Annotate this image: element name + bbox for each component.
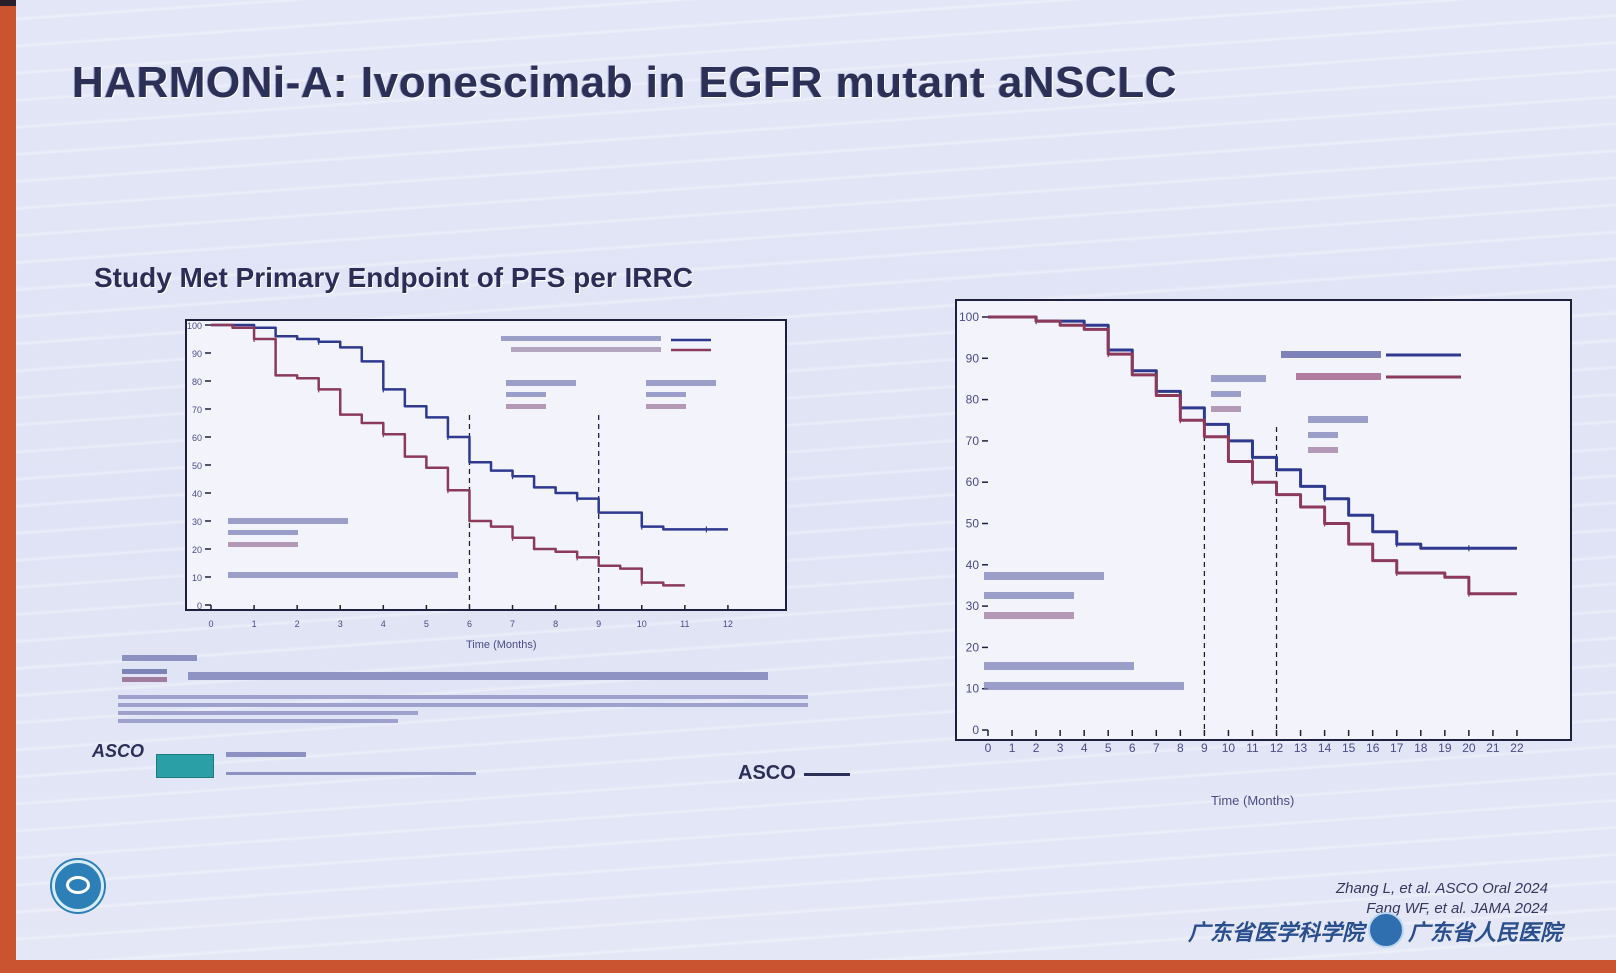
institution-name-right: 广东省人民医院 (1408, 920, 1563, 946)
y-tick-label: 60 (192, 433, 202, 443)
reference-2: Fang WF, et al. JAMA 2024 (1366, 900, 1548, 917)
asco-logo-center-text: ASCO (738, 762, 796, 784)
x-tick-label: 0 (208, 619, 213, 629)
y-tick-label: 30 (192, 517, 202, 527)
chart-1-xlabel: Time (Months) (466, 639, 537, 651)
x-tick-label: 11 (680, 619, 689, 629)
x-tick-label: 1 (1009, 741, 1016, 755)
x-tick-label: 3 (1057, 741, 1064, 755)
km-curve-series-0 (988, 315, 1517, 550)
y-tick-label: 70 (192, 405, 202, 415)
x-tick-label: 20 (1462, 741, 1476, 755)
y-tick-label: 0 (197, 601, 202, 611)
y-tick-label: 100 (187, 321, 202, 331)
x-tick-label: 10 (637, 619, 647, 629)
chart-1-blurred-annotations (228, 380, 716, 578)
x-tick-label: 13 (1294, 741, 1308, 755)
x-tick-label: 16 (1366, 741, 1380, 755)
number-at-risk-blurred (118, 655, 808, 723)
citation-blurred (226, 752, 476, 775)
chart-2-blurred-annotations (984, 375, 1368, 690)
x-tick-label: 4 (381, 619, 386, 629)
km-curve-series-0 (211, 323, 728, 531)
x-tick-label: 8 (553, 619, 558, 629)
x-tick-label: 3 (338, 619, 343, 629)
x-tick-label: 7 (510, 619, 515, 629)
x-tick-label: 11 (1246, 741, 1259, 755)
x-tick-label: 15 (1342, 741, 1356, 755)
y-tick-label: 30 (966, 599, 980, 613)
legend-text-blurred (511, 347, 661, 352)
chart-2-xlabel: Time (Months) (1211, 793, 1294, 808)
institution-name-left: 广东省医学科学院 (1188, 920, 1365, 946)
y-tick-label: 40 (192, 489, 202, 499)
x-tick-label: 9 (596, 619, 601, 629)
y-tick-label: 50 (192, 461, 202, 471)
x-tick-label: 14 (1318, 741, 1332, 755)
y-tick-label: 10 (192, 573, 202, 583)
x-tick-label: 2 (1033, 741, 1040, 755)
legend-text-blurred (1281, 351, 1381, 358)
x-tick-label: 1 (252, 619, 257, 629)
asco-logo-center: ASCO (738, 762, 851, 785)
x-tick-label: 19 (1438, 741, 1452, 755)
reference-1: Zhang L, et al. ASCO Oral 2024 (1335, 880, 1548, 897)
x-tick-label: 22 (1510, 741, 1524, 755)
x-tick-label: 5 (424, 619, 429, 629)
y-tick-label: 80 (966, 393, 980, 407)
os-km-chart: 0 1 2 3 4 5 6 7 8 9 10 11 12 13 14 15 16 17 18 19 20 21 220102… (955, 299, 1572, 808)
y-tick-label: 90 (966, 351, 980, 365)
y-tick-label: 40 (966, 558, 980, 572)
x-tick-label: 7 (1153, 741, 1160, 755)
presentation-slide: HARMONi-A: Ivonescimab in EGFR mutant aN… (16, 0, 1616, 960)
y-tick-label: 0 (972, 723, 979, 737)
y-tick-label: 50 (966, 517, 980, 531)
y-tick-label: 80 (192, 377, 202, 387)
journal-badge (156, 754, 214, 778)
chart-2-legend (1281, 351, 1461, 380)
hospital-logo-icon (1368, 912, 1404, 948)
asco-logo-left-text: ASCO (92, 741, 145, 761)
chart-1-legend (501, 336, 711, 352)
x-tick-label: 5 (1105, 741, 1112, 755)
km-curve-series-1 (211, 323, 685, 587)
slide-title: HARMONi-A: Ivonescimab in EGFR mutant aN… (72, 58, 1177, 107)
asco-logo-left: ASCO (92, 741, 144, 762)
x-tick-label: 6 (467, 619, 472, 629)
x-tick-label: 2 (295, 619, 300, 629)
x-tick-label: 8 (1177, 741, 1184, 755)
y-tick-label: 20 (966, 640, 980, 654)
x-tick-label: 17 (1390, 741, 1404, 755)
x-tick-label: 21 (1486, 741, 1500, 755)
x-tick-label: 18 (1414, 741, 1428, 755)
x-tick-label: 12 (1270, 741, 1284, 755)
x-tick-label: 0 (985, 741, 992, 755)
y-tick-label: 90 (192, 349, 202, 359)
legend-text-blurred (1296, 373, 1381, 380)
chart-2-frame (955, 299, 1572, 741)
legend-text-blurred (501, 336, 661, 341)
x-tick-label: 4 (1081, 741, 1088, 755)
institution-emblem-icon (52, 860, 104, 912)
chart-1-title: Study Met Primary Endpoint of PFS per IR… (94, 262, 693, 293)
y-tick-label: 20 (192, 545, 202, 555)
chart-1-frame (185, 319, 787, 611)
x-tick-label: 12 (723, 619, 733, 629)
y-tick-label: 100 (959, 310, 979, 324)
x-tick-label: 9 (1201, 741, 1208, 755)
km-curve-series-1 (988, 315, 1517, 596)
y-tick-label: 60 (966, 475, 980, 489)
y-tick-label: 10 (966, 682, 980, 696)
x-tick-label: 10 (1222, 741, 1236, 755)
y-tick-label: 70 (966, 434, 980, 448)
x-tick-label: 6 (1129, 741, 1136, 755)
